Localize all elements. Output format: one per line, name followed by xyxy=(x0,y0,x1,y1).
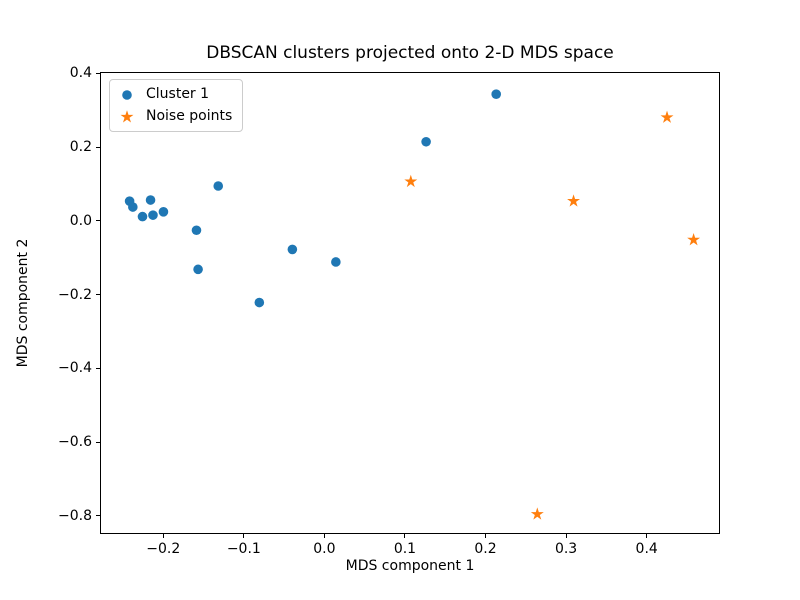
legend-label-cluster1: Cluster 1 xyxy=(146,86,210,102)
y-tick-label: −0.4 xyxy=(58,360,92,377)
noise-star-icon xyxy=(120,109,134,122)
noise-point xyxy=(404,174,418,188)
x-tick-mark xyxy=(646,534,648,538)
cluster1-point xyxy=(193,264,203,275)
legend-entry-noise: Noise points xyxy=(116,107,232,126)
y-tick-label: −0.6 xyxy=(58,434,92,450)
x-tick-mark xyxy=(404,534,406,538)
noise-point xyxy=(530,507,544,520)
x-tick-mark xyxy=(565,534,567,538)
x-tick-mark xyxy=(485,534,487,538)
cluster1-point xyxy=(331,257,341,267)
noise-point xyxy=(687,233,701,246)
cluster1-point xyxy=(158,207,169,217)
cluster1-point xyxy=(191,225,202,236)
legend: Cluster 1 Noise points xyxy=(109,79,244,132)
x-tick-mark xyxy=(243,534,245,538)
y-tick-mark xyxy=(96,367,100,369)
cluster1-circle-icon xyxy=(122,89,132,100)
y-tick-mark xyxy=(96,146,100,148)
cluster1-point xyxy=(421,136,431,147)
y-tick-mark xyxy=(96,294,100,296)
y-tick-mark xyxy=(96,515,100,517)
noise-point xyxy=(567,194,581,207)
x-tick-label: 0.3 xyxy=(554,541,578,557)
scatter-points-layer xyxy=(124,89,701,520)
y-axis-label: MDS component 2 xyxy=(15,238,31,368)
x-tick-label: 0.1 xyxy=(393,541,417,557)
y-tick-label: −0.8 xyxy=(58,507,92,524)
x-tick-mark xyxy=(162,534,164,538)
cluster1-point xyxy=(137,211,148,222)
x-tick-label: 0.4 xyxy=(635,541,658,557)
cluster1-point xyxy=(128,202,138,212)
x-tick-label: 0.2 xyxy=(474,541,497,557)
x-tick-label: −0.1 xyxy=(226,541,261,557)
legend-entry-cluster1: Cluster 1 xyxy=(116,85,232,104)
plot-area: Cluster 1 Noise points xyxy=(100,72,720,534)
cluster1-point xyxy=(148,210,158,220)
y-tick-label: 0.2 xyxy=(69,139,92,156)
y-tick-mark xyxy=(96,72,100,74)
y-tick-mark xyxy=(96,220,100,222)
y-tick-label: 0.4 xyxy=(69,65,92,82)
chart-title: DBSCAN clusters projected onto 2-D MDS s… xyxy=(206,43,614,63)
cluster1-point xyxy=(213,181,224,191)
x-tick-label: −0.2 xyxy=(146,541,181,557)
cluster1-point xyxy=(287,244,298,255)
cluster1-point xyxy=(254,297,265,308)
x-tick-mark xyxy=(323,534,325,538)
y-tick-mark xyxy=(96,441,100,443)
y-tick-label: −0.2 xyxy=(58,286,92,303)
legend-label-noise: Noise points xyxy=(146,108,233,124)
x-tick-label: 0.0 xyxy=(313,541,336,557)
cluster1-point xyxy=(145,195,156,205)
y-tick-label: 0.0 xyxy=(69,212,92,229)
x-axis-label: MDS component 1 xyxy=(345,558,475,574)
cluster1-point xyxy=(491,89,502,99)
noise-point xyxy=(660,110,674,123)
